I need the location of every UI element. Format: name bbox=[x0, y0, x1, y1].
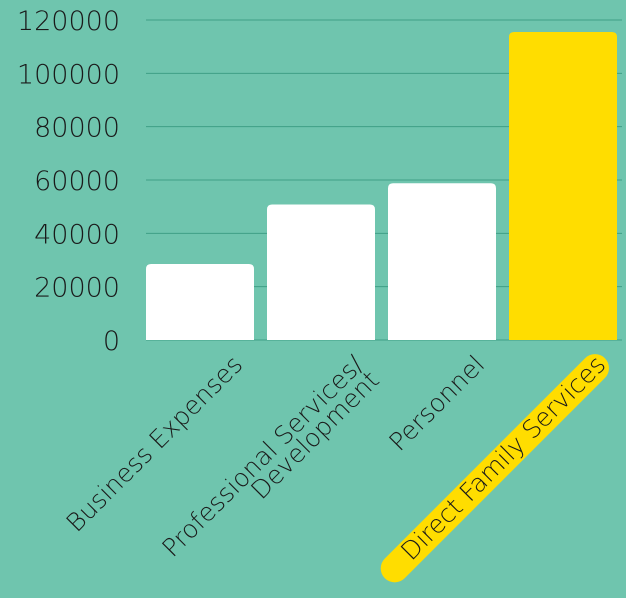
y-tick-label: 80000 bbox=[34, 113, 120, 144]
y-tick-label: 120000 bbox=[17, 6, 120, 37]
y-tick-label: 20000 bbox=[34, 273, 120, 304]
x-tick-label: Direct Family Services bbox=[395, 350, 611, 566]
bar bbox=[388, 183, 496, 340]
y-tick-label: 40000 bbox=[34, 219, 120, 250]
y-axis: 0 20000 40000 60000 80000 100000 120000 bbox=[17, 6, 120, 357]
bars bbox=[146, 32, 617, 340]
x-tick-label: Personnel bbox=[383, 350, 490, 457]
bar bbox=[267, 204, 375, 340]
y-tick-label: 60000 bbox=[34, 166, 120, 197]
x-tick-label-group: Professional Services/Development bbox=[156, 349, 384, 562]
x-tick-label-group: Personnel bbox=[383, 350, 490, 457]
x-tick-label: Professional Services/ bbox=[156, 349, 369, 562]
y-tick-label: 0 bbox=[103, 326, 120, 357]
y-tick-label: 100000 bbox=[17, 59, 120, 90]
bar bbox=[146, 264, 254, 340]
bar bbox=[509, 32, 617, 340]
label-highlight bbox=[380, 354, 609, 583]
x-tick-label-group: Direct Family Services bbox=[380, 350, 611, 583]
